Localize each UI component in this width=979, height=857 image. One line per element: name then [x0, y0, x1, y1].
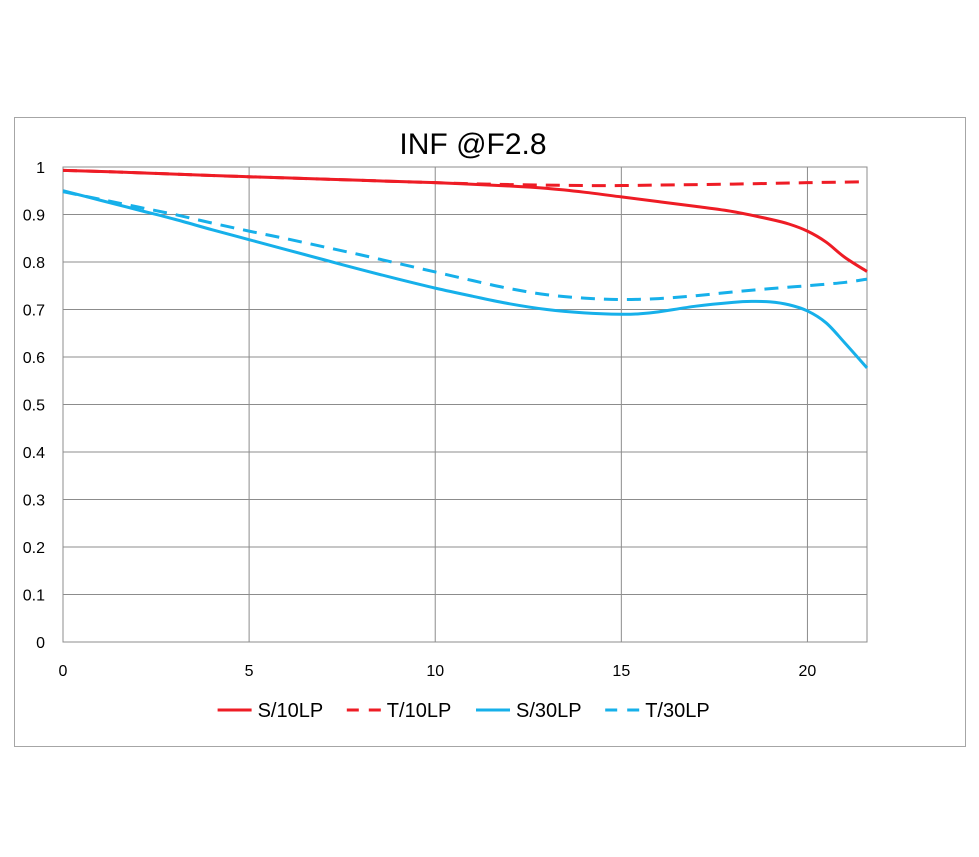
- y-tick-label: 0.1: [23, 588, 45, 605]
- x-axis-tick-labels: 0 5 10 15 20: [59, 663, 817, 680]
- y-axis-tick-labels: 0 0.1 0.2 0.3 0.4 0.5 0.6 0.7 0.8 0.9 1: [23, 160, 45, 652]
- legend: S/10LP T/10LP S/30LP T/30LP: [217, 700, 710, 722]
- y-tick-label: 0: [36, 635, 45, 652]
- y-tick-label: 0.6: [23, 350, 45, 367]
- y-tick-label: 0.3: [23, 493, 45, 510]
- y-tick-label: 0.5: [23, 398, 45, 415]
- y-tick-label: 0.9: [23, 208, 45, 225]
- chart-title: INF @F2.8: [399, 128, 546, 161]
- y-tick-label: 0.8: [23, 255, 45, 272]
- x-tick-label: 5: [245, 663, 254, 680]
- grid-lines: [62, 166, 867, 643]
- y-tick-label: 1: [36, 160, 45, 177]
- series-line-s-30lp: [62, 189, 869, 369]
- y-tick-label: 0.7: [23, 303, 45, 320]
- series-lines: [62, 168, 869, 369]
- x-tick-label: 15: [612, 663, 630, 680]
- x-tick-label: 20: [799, 663, 817, 680]
- plot-border: [62, 166, 868, 643]
- y-tick-label: 0.2: [23, 540, 45, 557]
- series-line-t-30lp: [62, 190, 868, 302]
- legend-label-s-10lp: S/10LP: [258, 700, 324, 722]
- y-tick-label: 0.4: [23, 445, 45, 462]
- series-line-s-10lp: [62, 168, 868, 273]
- x-tick-label: 0: [59, 663, 68, 680]
- plot-area-border: [62, 166, 868, 643]
- x-tick-label: 10: [426, 663, 444, 680]
- legend-label-t-30lp: T/30LP: [645, 700, 709, 722]
- legend-label-s-30lp: S/30LP: [516, 700, 582, 722]
- legend-label-t-10lp: T/10LP: [387, 700, 451, 722]
